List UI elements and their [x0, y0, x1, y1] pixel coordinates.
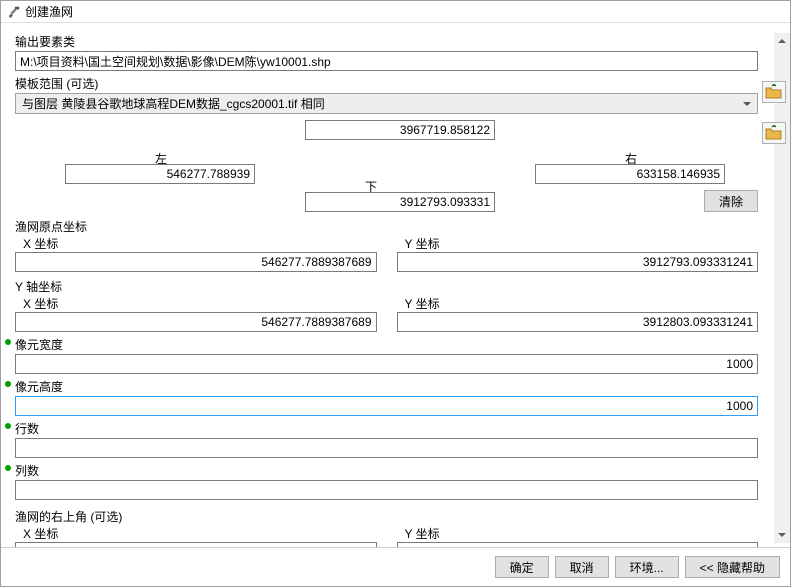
- ok-button[interactable]: 确定: [495, 556, 549, 578]
- extent-top-input[interactable]: [305, 120, 495, 140]
- cancel-button[interactable]: 取消: [555, 556, 609, 578]
- scroll-up-icon[interactable]: [774, 33, 790, 49]
- cell-width-input[interactable]: [15, 354, 758, 374]
- rows-input[interactable]: [15, 438, 758, 458]
- origin-y-label: Y 坐标: [397, 235, 759, 252]
- yaxis-x-input[interactable]: [15, 312, 377, 332]
- cols-input[interactable]: [15, 480, 758, 500]
- required-bullet-icon: [5, 423, 11, 429]
- origin-x-label: X 坐标: [15, 235, 377, 252]
- output-label: 输出要素类: [15, 33, 758, 50]
- yaxis-x-label: X 坐标: [15, 295, 377, 312]
- environments-button[interactable]: 环境...: [615, 556, 679, 578]
- scroll-down-icon[interactable]: [774, 527, 790, 543]
- folder-open-icon: [765, 84, 783, 100]
- extent-group: 上 左 右 下 清除: [15, 120, 758, 212]
- vertical-scrollbar[interactable]: [774, 33, 790, 543]
- extent-left-input[interactable]: [65, 164, 255, 184]
- output-path-input[interactable]: [15, 51, 758, 71]
- required-bullet-icon: [5, 381, 11, 387]
- extent-right-input[interactable]: [535, 164, 725, 184]
- origin-y-input[interactable]: [397, 252, 759, 272]
- yaxis-label: Y 轴坐标: [15, 278, 758, 295]
- opposite-y-input[interactable]: [397, 542, 759, 547]
- chevron-down-icon: [739, 95, 755, 112]
- hammer-icon: [7, 5, 21, 19]
- content-area: 输出要素类 模板范围 (可选) 与图层 黄陵县谷歌地球高程DEM数据_cgcs2…: [1, 23, 790, 586]
- dialog-window: 创建渔网 输出要素类: [0, 0, 791, 587]
- opposite-y-label: Y 坐标: [397, 525, 759, 542]
- opposite-x-input[interactable]: [15, 542, 377, 547]
- main-panel: 输出要素类 模板范围 (可选) 与图层 黄陵县谷歌地球高程DEM数据_cgcs2…: [1, 23, 790, 547]
- template-value: 与图层 黄陵县谷歌地球高程DEM数据_cgcs20001.tif 相同: [22, 95, 739, 112]
- cell-height-input[interactable]: [15, 396, 758, 416]
- cols-label: 列数: [15, 462, 758, 479]
- rows-label: 行数: [15, 420, 758, 437]
- required-bullet-icon: [5, 465, 11, 471]
- yaxis-y-label: Y 坐标: [397, 295, 759, 312]
- origin-label: 渔网原点坐标: [15, 218, 758, 235]
- browse-template-button[interactable]: [762, 122, 786, 144]
- titlebar: 创建渔网: [1, 1, 790, 23]
- folder-open-icon: [765, 125, 783, 141]
- browse-output-button[interactable]: [762, 81, 786, 103]
- cell-height-label: 像元高度: [15, 378, 758, 395]
- dialog-footer: 确定 取消 环境... << 隐藏帮助: [1, 547, 790, 586]
- hide-help-button[interactable]: << 隐藏帮助: [685, 556, 780, 578]
- cell-width-label: 像元宽度: [15, 336, 758, 353]
- template-dropdown[interactable]: 与图层 黄陵县谷歌地球高程DEM数据_cgcs20001.tif 相同: [15, 93, 758, 114]
- clear-extent-button[interactable]: 清除: [704, 190, 758, 212]
- opposite-x-label: X 坐标: [15, 525, 377, 542]
- extent-bottom-input[interactable]: [305, 192, 495, 212]
- yaxis-y-input[interactable]: [397, 312, 759, 332]
- opposite-label: 渔网的右上角 (可选): [15, 508, 758, 525]
- window-title: 创建渔网: [25, 3, 73, 20]
- required-bullet-icon: [5, 339, 11, 345]
- origin-x-input[interactable]: [15, 252, 377, 272]
- template-label: 模板范围 (可选): [15, 75, 758, 92]
